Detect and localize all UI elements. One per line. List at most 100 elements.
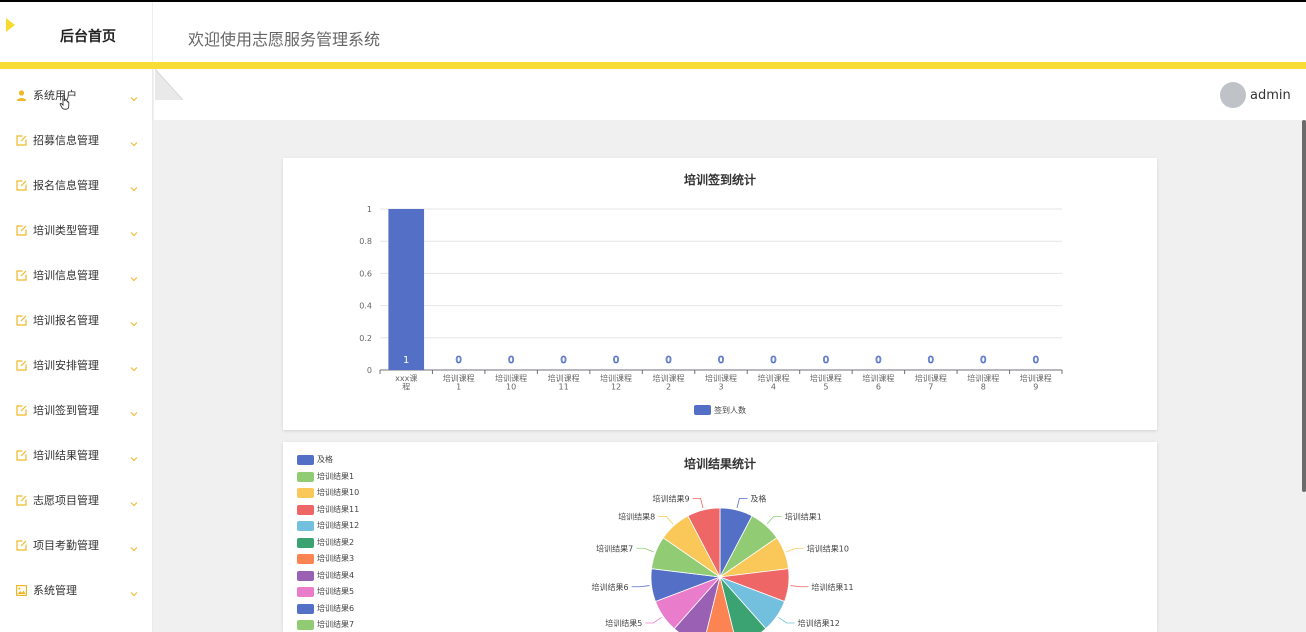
y-tick-label: 0.8 — [359, 237, 372, 246]
pie-label-line — [790, 585, 809, 588]
sidebar-item-label: 志愿项目管理 — [33, 494, 99, 507]
legend-label: 培训结果11 — [317, 504, 360, 514]
pie-slice[interactable] — [703, 576, 736, 632]
username-label[interactable]: admin — [1250, 88, 1291, 103]
legend-label: 培训结果7 — [317, 620, 355, 629]
pie-label: 培训结果10 — [807, 543, 849, 553]
sidebar-item-3[interactable]: 培训类型管理 — [0, 204, 153, 249]
legend-label: 培训结果6 — [317, 603, 355, 613]
pie-slice[interactable] — [719, 576, 767, 632]
sidebar-item-11[interactable]: 系统管理 — [0, 564, 153, 609]
y-tick-label: 0.6 — [359, 269, 372, 278]
data-label: 0 — [560, 355, 566, 366]
brand-title[interactable]: 后台首页 — [60, 29, 116, 45]
sidebar-item-label: 招募信息管理 — [33, 134, 99, 147]
pie-label-line — [645, 617, 662, 624]
sidebar-item-4[interactable]: 培训信息管理 — [0, 249, 153, 294]
sidebar-item-label: 培训信息管理 — [33, 269, 99, 282]
scrollbar[interactable] — [1302, 120, 1306, 492]
sidebar-item-1[interactable]: 招募信息管理 — [0, 114, 153, 159]
pie-label-line — [692, 497, 704, 509]
pie-label-line — [631, 585, 650, 588]
legend-label: 培训结果4 — [317, 570, 355, 580]
sidebar-item-0[interactable]: 系统用户 — [0, 69, 153, 114]
x-tick-label: 培训课程 12 — [600, 373, 632, 392]
data-label: 0 — [980, 355, 986, 366]
legend-label: 培训结果5 — [317, 587, 355, 596]
x-tick-label: 培训课程 3 — [705, 373, 737, 392]
sidebar-item-label: 培训类型管理 — [33, 224, 99, 237]
x-tick-label: 培训课程 5 — [810, 373, 842, 392]
pie-label: 培训结果8 — [618, 511, 655, 521]
sidebar-item-label: 培训报名管理 — [33, 314, 99, 327]
sidebar-item-label: 培训结果管理 — [33, 449, 99, 462]
legend-swatch — [297, 455, 314, 465]
bar[interactable] — [388, 209, 425, 370]
legend-swatch — [297, 471, 314, 482]
collapse-sidebar-icon[interactable] — [155, 69, 183, 100]
legend-swatch — [297, 488, 314, 498]
data-label: 0 — [456, 355, 462, 366]
pie-label: 培训结果6 — [591, 582, 628, 592]
legend-swatch[interactable] — [694, 405, 711, 415]
y-tick-label: 0.4 — [359, 302, 372, 311]
pie-label-line — [658, 515, 674, 525]
sidebar-item-9[interactable]: 志愿项目管理 — [0, 474, 153, 519]
sidebar-item-10[interactable]: 项目考勤管理 — [0, 519, 153, 564]
chevron-down-icon — [130, 268, 138, 282]
note-icon — [15, 269, 27, 281]
sidebar-item-7[interactable]: 培训签到管理 — [0, 384, 153, 429]
data-label: 0 — [823, 355, 829, 366]
pie-slice[interactable] — [687, 507, 721, 578]
y-tick-label: 1 — [367, 205, 372, 214]
pie-label: 培训结果1 — [785, 511, 822, 521]
data-label: 0 — [928, 355, 934, 366]
x-tick-label: 培训课程 4 — [757, 373, 789, 392]
y-tick-label: 0.2 — [359, 334, 372, 343]
pie-label: 培训结果5 — [605, 618, 642, 628]
sidebar: 系统用户招募信息管理报名信息管理培训类型管理 培训信息管理 培训报名管理 培训安排管理… — [0, 69, 153, 632]
legend-swatch — [297, 554, 314, 564]
pie-label-line — [786, 547, 804, 553]
legend-swatch — [297, 504, 314, 515]
pie-label: 及格 — [750, 493, 766, 503]
sidebar-item-label: 项目考勤管理 — [33, 539, 99, 552]
sidebar-item-label: 系统管理 — [33, 584, 77, 597]
sidebar-item-label: 培训安排管理 — [33, 359, 99, 372]
x-tick-label: 培训课程 8 — [967, 373, 999, 392]
content-header — [154, 69, 1306, 120]
x-tick-label: 培训课程 9 — [1020, 373, 1052, 392]
pie-label-line — [636, 547, 654, 553]
sign-in-stats-card: 培训签到统计 0 0.2 0.4 0.6 0.8 1 1 xxx课程 0 培训课程 1 0 培训课程 10… — [283, 158, 1157, 430]
sidebar-item-2[interactable]: 报名信息管理 — [0, 159, 153, 204]
pie-label-line — [778, 617, 795, 624]
legend-swatch — [297, 537, 314, 548]
x-tick-label: 培训课程 7 — [915, 373, 947, 392]
legend-label[interactable]: 签到人数 — [714, 405, 746, 415]
chevron-down-icon — [130, 178, 138, 192]
sidebar-item-8[interactable]: 培训结果管理 — [0, 429, 153, 474]
pie-label: 培训结果7 — [596, 543, 633, 553]
avatar[interactable] — [1220, 82, 1246, 108]
x-tick-label: 培训课程 6 — [862, 373, 894, 392]
legend-label: 培训结果10 — [317, 488, 360, 497]
y-tick-label: 0 — [367, 366, 372, 375]
chevron-down-icon — [130, 538, 138, 552]
legend-label: 培训结果3 — [317, 554, 355, 563]
legend-swatch — [297, 570, 314, 581]
chevron-down-icon — [130, 313, 138, 327]
data-label: 0 — [718, 355, 724, 366]
note-icon — [15, 404, 27, 416]
data-label: 0 — [665, 355, 671, 366]
brand-area[interactable]: 后台首页 — [0, 2, 153, 64]
legend-swatch — [297, 620, 314, 630]
note-icon — [15, 359, 27, 371]
result-stats-card: 培训结果统计 及格 培训结果1 培训结果10 培训结果11 培训结果12 培训结果2 培训结… — [283, 442, 1157, 632]
chevron-down-icon — [130, 493, 138, 507]
chevron-down-icon — [130, 223, 138, 237]
sidebar-item-6[interactable]: 培训安排管理 — [0, 339, 153, 384]
chevron-down-icon — [130, 403, 138, 417]
sidebar-item-5[interactable]: 培训报名管理 — [0, 294, 153, 339]
note-icon — [15, 179, 27, 191]
